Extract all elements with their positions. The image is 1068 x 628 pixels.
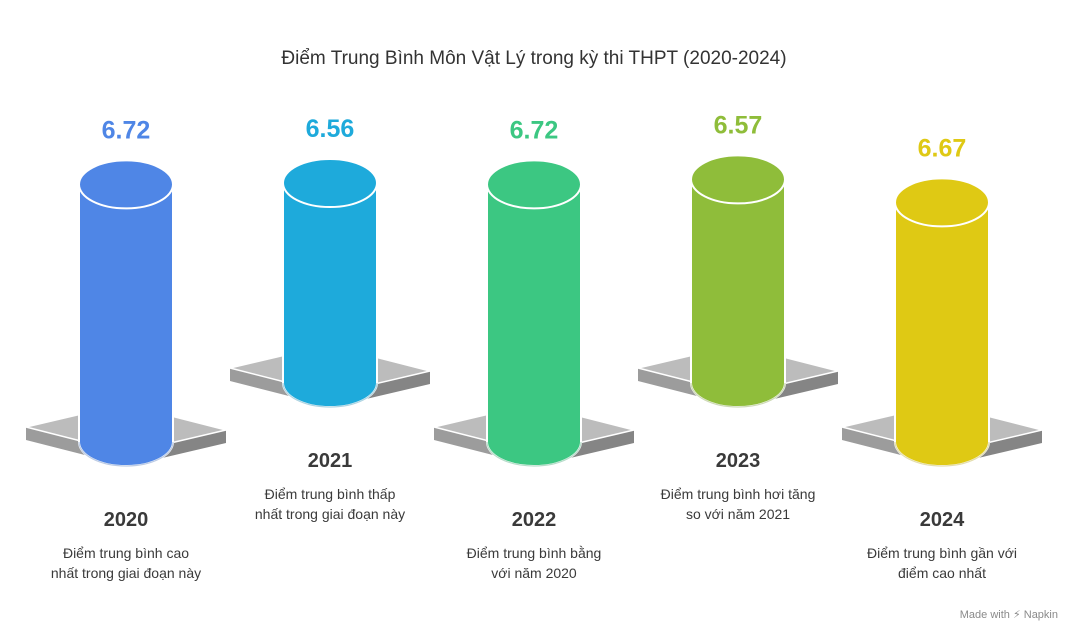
bar-2022 [486,183,582,467]
description-2024: Điểm trung bình gần với điểm cao nhất [832,543,1052,583]
bar-bottom-edge-2020 [78,441,174,467]
description-line-2024-2: điểm cao nhất [898,565,986,581]
description-2020: Điểm trung bình cao nhất trong giai đoạn … [16,543,236,583]
bar-2020 [78,183,174,467]
year-label-2023: 2023 [715,450,761,472]
description-2021: Điểm trung bình thấp nhất trong giai đoạn… [220,484,440,524]
year-label-2020: 2020 [103,509,149,531]
bar-bottom-edge-2022 [486,441,582,467]
made-with-text: Made with [959,609,1010,621]
description-line-2021-1: Điểm trung bình thấp [264,486,396,502]
value-label-2023: 6.57 [714,111,763,139]
bar-top-2020 [78,159,174,210]
bar-top-2022 [486,159,582,210]
description-line-2020-2: nhất trong giai đoạn này [50,565,202,581]
description-line-2022-2: với năm 2020 [491,565,577,581]
description-line-2021-2: nhất trong giai đoạn này [254,506,406,522]
description-line-2023-2: so với năm 2021 [685,506,791,522]
year-label-2021: 2021 [307,450,353,472]
value-label-2021: 6.56 [306,115,355,143]
description-line-2020-1: Điểm trung bình cao [62,545,190,561]
bar-2024 [894,201,990,467]
value-label-2020: 6.72 [102,116,151,144]
year-label-2022: 2022 [511,509,557,531]
napkin-brand-text: Napkin [1023,609,1058,621]
bar-2021 [282,182,378,408]
description-line-2023-1: Điểm trung bình hơi tăng [660,486,816,502]
napkin-logo-icon: ⚡ [1012,609,1021,621]
value-label-2024: 6.67 [918,134,967,162]
bar-bottom-edge-2023 [690,382,786,408]
description-2022: Điểm trung bình bằng với năm 2020 [424,543,644,583]
bar-top-2021 [282,158,378,208]
bar-top-2024 [894,177,990,228]
chart-title: Điểm Trung Bình Môn Vật Lý trong kỳ thi … [281,48,787,69]
bar-2023 [690,178,786,408]
bar-bottom-edge-2021 [282,382,378,408]
bar-bottom-edge-2024 [894,441,990,467]
year-label-2024: 2024 [919,509,965,531]
value-label-2022: 6.72 [510,116,559,144]
description-line-2022-1: Điểm trung bình bằng [466,545,602,561]
description-line-2024-1: Điểm trung bình gần với [866,545,1018,561]
bar-top-2023 [690,154,786,205]
description-2023: Điểm trung bình hơi tăng so với năm 2021 [628,484,848,524]
napkin-footer: Made with ⚡ Napkin [960,608,1058,621]
